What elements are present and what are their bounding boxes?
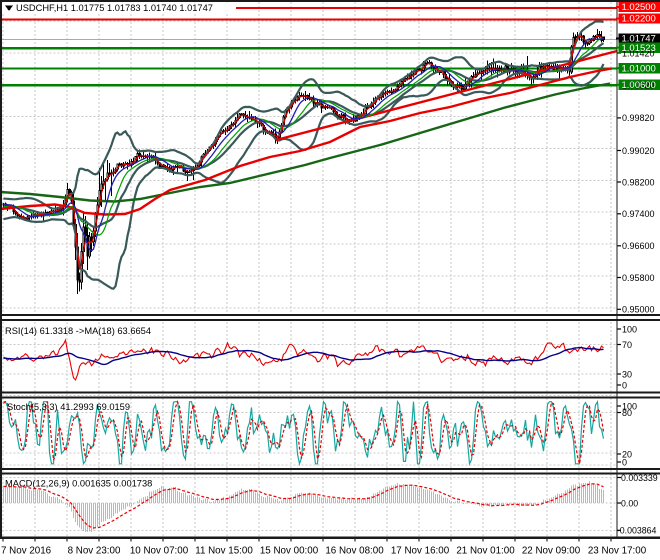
svg-text:0.00: 0.00 <box>621 498 638 508</box>
svg-text:0.95000: 0.95000 <box>622 305 655 315</box>
svg-text:70: 70 <box>622 340 632 350</box>
svg-text:1.01420: 1.01420 <box>622 48 655 58</box>
svg-text:30: 30 <box>622 369 632 379</box>
svg-text:0: 0 <box>622 380 627 390</box>
svg-text:20: 20 <box>622 449 632 459</box>
svg-text:8 Nov 23:00: 8 Nov 23:00 <box>68 546 121 557</box>
svg-text:1.00620: 1.00620 <box>622 80 655 90</box>
svg-text:100: 100 <box>622 324 637 334</box>
svg-text:23 Nov 17:00: 23 Nov 17:00 <box>588 546 647 557</box>
svg-text:80: 80 <box>622 408 632 418</box>
svg-text:17 Nov 16:00: 17 Nov 16:00 <box>391 546 450 557</box>
svg-text:1.01000: 1.01000 <box>622 63 656 74</box>
svg-text:15 Nov 00:00: 15 Nov 00:00 <box>260 546 319 557</box>
svg-text:MACD(12,26,9) 0.001635 0.00173: MACD(12,26,9) 0.001635 0.001738 <box>5 479 152 489</box>
svg-text:1.01747: 1.01747 <box>622 34 656 45</box>
svg-text:Stoch(5,3,3) 41.2993 69.0159: Stoch(5,3,3) 41.2993 69.0159 <box>7 402 130 412</box>
svg-text:21 Nov 01:00: 21 Nov 01:00 <box>456 546 515 557</box>
svg-text:RSI(14) 61.3318 ->MA(18) 63.6: RSI(14) 61.3318 ->MA(18) 63.6654 <box>5 326 151 336</box>
svg-text:0.99020: 0.99020 <box>622 146 655 156</box>
svg-text:1.00600: 1.00600 <box>622 80 656 91</box>
svg-text:1.02500: 1.02500 <box>622 2 656 13</box>
svg-text:0.97400: 0.97400 <box>622 209 655 219</box>
svg-text:10 Nov 07:00: 10 Nov 07:00 <box>130 546 189 557</box>
svg-text:16 Nov 08:00: 16 Nov 08:00 <box>325 546 384 557</box>
svg-text:0.99820: 0.99820 <box>622 113 655 123</box>
svg-text:USDCHF,H1 1.01775 1.01783 1.0: USDCHF,H1 1.01775 1.01783 1.01740 1.0174… <box>16 3 213 13</box>
svg-text:1.02200: 1.02200 <box>622 14 656 25</box>
svg-text:0: 0 <box>622 457 627 467</box>
svg-text:7 Nov 2016: 7 Nov 2016 <box>1 546 52 557</box>
svg-text:0.95800: 0.95800 <box>622 273 655 283</box>
svg-text:0.003339: 0.003339 <box>621 473 658 483</box>
svg-text:-0.003864: -0.003864 <box>617 526 657 536</box>
svg-text:0.96600: 0.96600 <box>622 241 655 251</box>
svg-text:100: 100 <box>622 401 637 411</box>
svg-text:11 Nov 15:00: 11 Nov 15:00 <box>195 546 253 557</box>
svg-text:0.98200: 0.98200 <box>622 177 655 187</box>
svg-text:1.01523: 1.01523 <box>622 43 656 54</box>
svg-text:22 Nov 09:00: 22 Nov 09:00 <box>522 546 581 557</box>
